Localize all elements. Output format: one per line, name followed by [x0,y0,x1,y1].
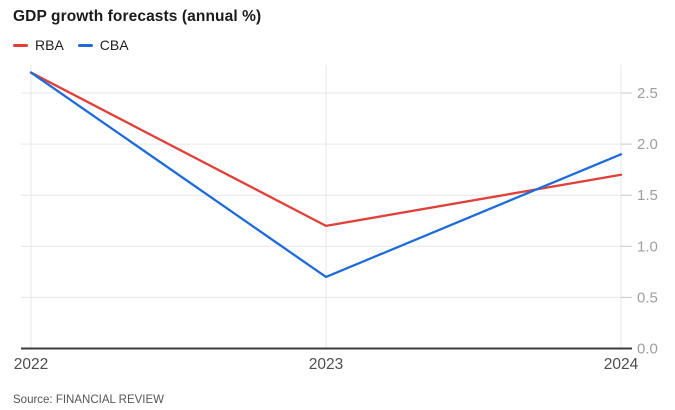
y-tick-label: 0.0 [637,341,658,358]
y-tick-label: 2.0 [637,136,658,153]
x-tick-label: 2022 [14,356,48,373]
x-tick-label: 2024 [604,356,639,373]
legend-item-cba: CBA [77,37,129,53]
cba-line [29,71,623,279]
y-tick-label: 1.0 [637,238,658,255]
legend-label-rba: RBA [35,37,64,53]
chart-title: GDP growth forecasts (annual %) [13,8,262,25]
y-tick-label: 2.5 [637,85,658,102]
legend: RBA CBA [13,37,129,53]
y-tick-label: 1.5 [637,187,658,204]
source-caption: Source: FINANCIAL REVIEW [13,394,165,406]
legend-label-cba: CBA [99,37,129,53]
rba-line [29,71,623,228]
x-tick-label: 2023 [309,356,343,373]
cba-line-swatch [77,43,93,47]
rba-line-swatch [13,43,28,47]
legend-item-rba: RBA [13,37,64,53]
y-tick-label: 0.5 [637,289,658,306]
